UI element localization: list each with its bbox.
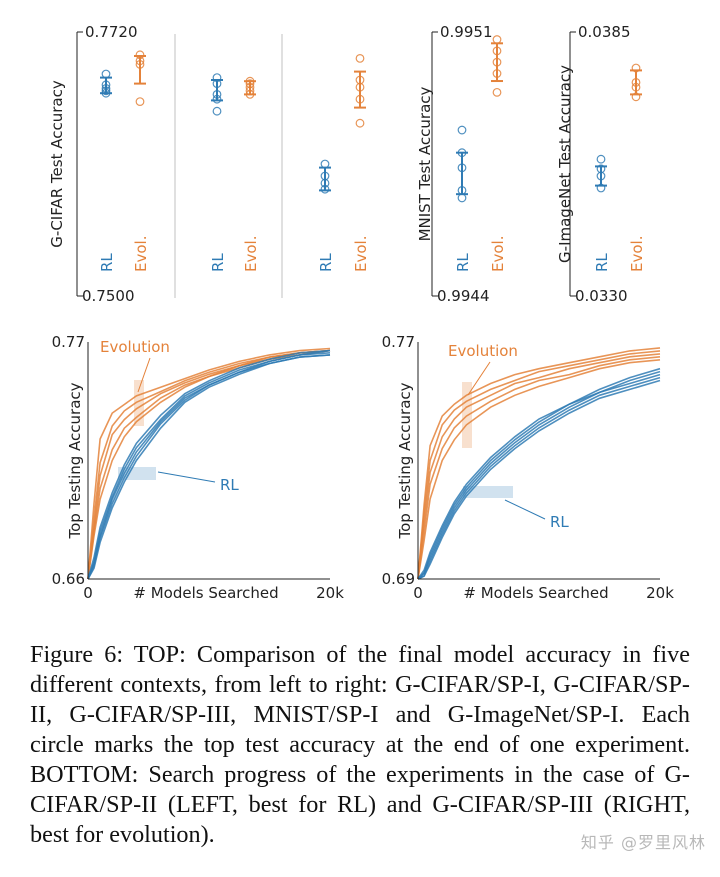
- data-point: [135, 60, 145, 69]
- evolution-curve: [417, 350, 661, 580]
- rl-curve: [417, 373, 661, 580]
- data-point: [212, 94, 222, 104]
- evolution-curve: [87, 347, 331, 580]
- evolution-curve: [417, 353, 661, 580]
- data-point: [631, 82, 641, 92]
- data-point: [457, 148, 467, 158]
- rl-pointer: [157, 471, 216, 483]
- category-label: RL: [454, 253, 472, 272]
- y-axis-label: Top Testing Accuracy: [396, 382, 414, 539]
- category-label: RL: [98, 253, 116, 272]
- data-point: [492, 35, 502, 44]
- data-point: [457, 193, 467, 203]
- data-point: [492, 87, 502, 97]
- data-point: [355, 118, 365, 128]
- data-point: [101, 83, 111, 93]
- data-point: [135, 97, 145, 106]
- data-point: [212, 79, 222, 88]
- rl-annotation: RL: [220, 476, 239, 494]
- y-tick-label-bottom: 0.69: [382, 570, 415, 588]
- data-point: [245, 89, 255, 99]
- evolution-pointer: [467, 361, 491, 396]
- evolution-curve: [417, 347, 661, 580]
- y-tick-label-top: 0.7720: [85, 23, 138, 41]
- rl-highlight: [463, 486, 513, 498]
- data-point: [245, 86, 255, 96]
- data-point: [320, 159, 330, 169]
- data-point: [212, 106, 222, 116]
- category-label: RL: [593, 253, 611, 272]
- data-point: [320, 178, 330, 188]
- data-point: [135, 50, 145, 60]
- figure-6: 0.7720 0.7500 G-CIFAR Test Accuracy RL Evol.…: [48, 23, 674, 602]
- watermark: 知乎 @罗里风林: [580, 833, 706, 852]
- y-axis-label: MNIST Test Accuracy: [416, 86, 434, 241]
- data-point: [492, 57, 502, 67]
- y-tick-label-bottom: 0.0330: [575, 287, 628, 305]
- data-point: [212, 89, 222, 99]
- evolution-curve: [417, 359, 661, 580]
- y-tick-label-top: 0.77: [52, 333, 85, 351]
- evolution-highlight: [134, 380, 144, 426]
- rl-pointer: [504, 499, 546, 520]
- data-point: [457, 125, 467, 135]
- data-point: [492, 69, 502, 78]
- data-point: [320, 184, 330, 194]
- evolution-curve: [87, 349, 331, 580]
- y-tick-label-top: 0.77: [382, 333, 415, 351]
- evolution-curve: [417, 356, 661, 580]
- data-point: [135, 56, 145, 66]
- data-point: [101, 86, 111, 96]
- data-point: [596, 154, 606, 164]
- rl-curve: [87, 354, 331, 580]
- evolution-annotation: Evolution: [448, 342, 518, 360]
- category-label: Evol.: [132, 236, 150, 272]
- y-axis-label: G-CIFAR Test Accuracy: [48, 80, 66, 248]
- data-point: [631, 77, 641, 87]
- evolution-annotation: Evolution: [100, 338, 170, 356]
- data-point: [355, 82, 365, 92]
- x-tick-label-left: 0: [83, 584, 93, 602]
- category-label: RL: [209, 253, 227, 272]
- rl-curve: [87, 354, 331, 580]
- x-tick-label-right: 20k: [316, 584, 344, 602]
- category-label: Evol.: [628, 236, 646, 272]
- figure-caption: Figure 6: TOP: Comparison of the final m…: [30, 641, 690, 848]
- data-point: [631, 63, 641, 73]
- data-point: [596, 183, 606, 193]
- data-point: [355, 94, 365, 104]
- data-point: [245, 76, 255, 86]
- data-point: [596, 171, 606, 181]
- evolution-pointer: [137, 357, 151, 393]
- x-tick-label-right: 20k: [646, 584, 674, 602]
- data-point: [212, 73, 222, 82]
- rl-curve: [417, 367, 661, 580]
- y-tick-label-bottom: 0.9944: [437, 287, 490, 305]
- x-axis-label: # Models Searched: [133, 584, 278, 602]
- y-tick-label-top: 0.9951: [440, 23, 493, 41]
- rl-curve: [417, 379, 661, 580]
- rl-curve: [417, 376, 661, 580]
- data-point: [355, 54, 365, 63]
- y-tick-label-bottom: 0.66: [52, 570, 85, 588]
- rl-annotation: RL: [550, 513, 569, 531]
- data-point: [631, 92, 641, 102]
- data-point: [101, 88, 111, 98]
- category-label: Evol.: [242, 236, 260, 272]
- data-point: [101, 69, 111, 79]
- x-axis-label: # Models Searched: [463, 584, 608, 602]
- x-tick-label-left: 0: [413, 584, 423, 602]
- category-label: Evol.: [352, 236, 370, 272]
- rl-curve: [417, 370, 661, 580]
- data-point: [492, 46, 502, 56]
- y-tick-label-top: 0.0385: [578, 23, 631, 41]
- y-tick-label-bottom: 0.7500: [82, 287, 135, 305]
- category-label: RL: [317, 253, 335, 272]
- category-label: Evol.: [489, 236, 507, 272]
- data-point: [101, 80, 111, 90]
- data-point: [457, 163, 467, 173]
- y-axis-label: Top Testing Accuracy: [66, 382, 84, 539]
- rl-curve: [87, 349, 331, 580]
- y-axis-label: G-ImageNet Test Accuracy: [556, 65, 574, 263]
